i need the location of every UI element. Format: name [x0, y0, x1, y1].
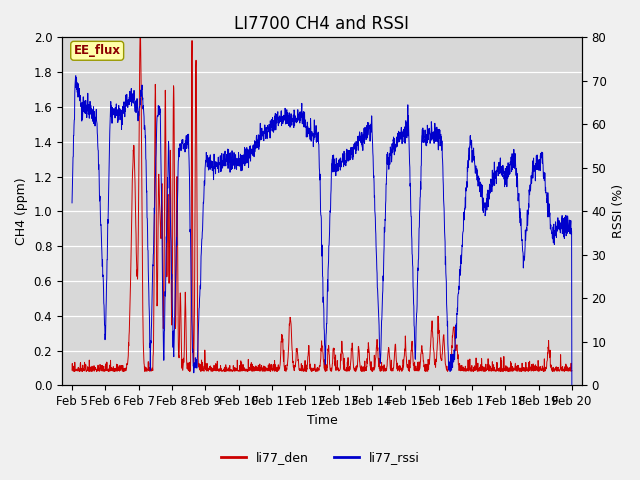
X-axis label: Time: Time — [307, 414, 337, 427]
Y-axis label: CH4 (ppm): CH4 (ppm) — [15, 178, 28, 245]
Text: EE_flux: EE_flux — [74, 44, 121, 57]
Y-axis label: RSSI (%): RSSI (%) — [612, 184, 625, 239]
Legend: li77_den, li77_rssi: li77_den, li77_rssi — [216, 446, 424, 469]
Title: LI7700 CH4 and RSSI: LI7700 CH4 and RSSI — [234, 15, 410, 33]
